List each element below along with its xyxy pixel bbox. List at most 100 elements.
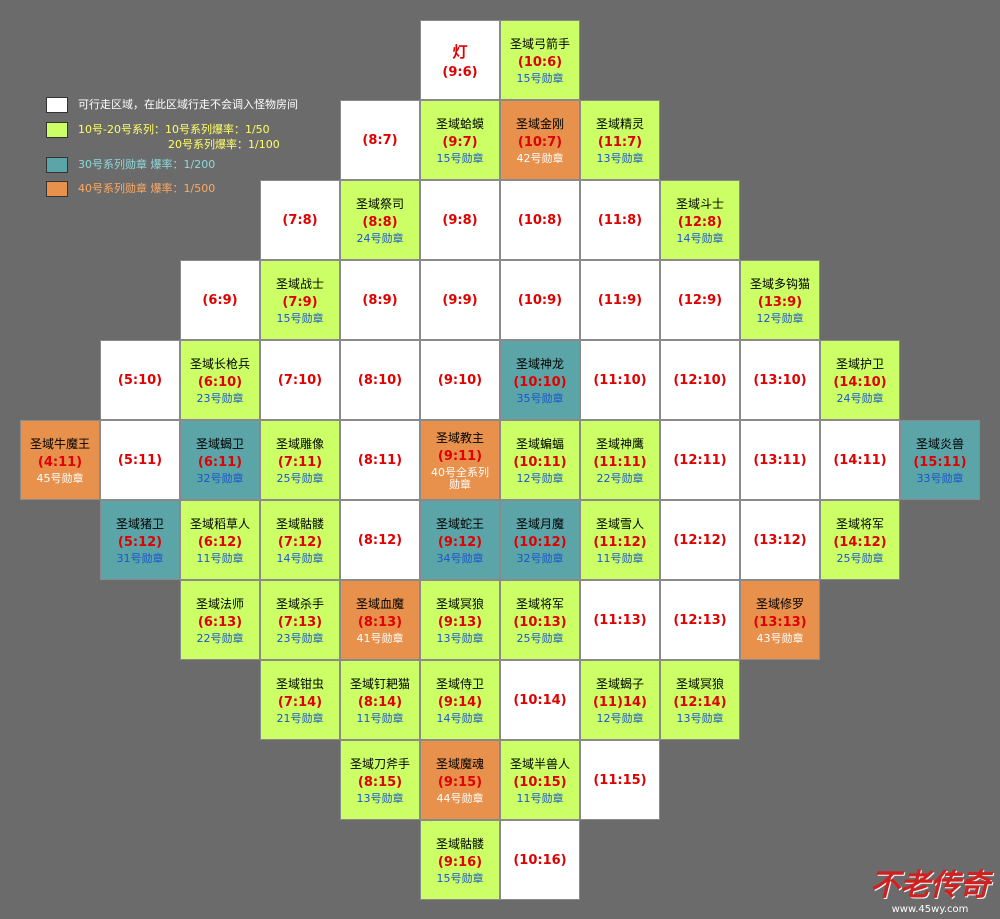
map-cell: 圣域猪卫 (5:12) 31号勋章 — [100, 500, 180, 580]
cell-coord: (10:12) — [513, 535, 567, 550]
map-cell: (12:13) — [660, 580, 740, 660]
cell-name: 圣域将军 — [835, 517, 884, 531]
cell-coord: (9:13) — [437, 615, 483, 630]
cell-coord: (8:9) — [362, 292, 398, 308]
logo-title: 不老传奇 — [870, 868, 990, 903]
cell-coord: (10:15) — [513, 775, 567, 790]
map-cell: 圣域蝎子 (11)14) 12号勋章 — [580, 660, 660, 740]
cell-medal: 31号勋章 — [116, 552, 164, 565]
map-cell: (10:8) — [500, 180, 580, 260]
cell-coord: (12:14) — [673, 695, 727, 710]
cell-name: 圣域护卫 — [835, 357, 884, 371]
map-cell: (10:14) — [500, 660, 580, 740]
legend-label: 30号系列勋章 爆率：1/200 — [78, 158, 216, 171]
cell-name: 圣域蛇王 — [435, 517, 484, 531]
map-cell: 圣域钉耙猫 (8:14) 11号勋章 — [340, 660, 420, 740]
cell-coord: (4:11) — [37, 455, 83, 470]
cell-medal: 25号勋章 — [516, 632, 564, 645]
map-cell: (14:11) — [820, 420, 900, 500]
cell-name: 灯 — [452, 42, 468, 61]
legend-label: 40号系列勋章 爆率：1/500 — [78, 182, 216, 195]
cell-coord: (10:14) — [513, 692, 567, 708]
cell-coord: (11:9) — [597, 292, 643, 308]
cell-medal: 25号勋章 — [276, 472, 324, 485]
cell-coord: (7:8) — [282, 212, 318, 228]
cell-coord: (12:8) — [677, 215, 723, 230]
legend-item: 10号-20号系列：10号系列爆率：1/50 20号系列爆率：1/100 — [46, 122, 280, 152]
cell-name: 圣域稻草人 — [189, 517, 250, 531]
map-cell: 圣域斗士 (12:8) 14号勋章 — [660, 180, 740, 260]
cell-name: 圣域钉耙猫 — [349, 677, 410, 691]
cell-coord: (13:10) — [753, 372, 807, 388]
map-cell: 圣域骷髅 (7:12) 14号勋章 — [260, 500, 340, 580]
cell-coord: (8:11) — [357, 452, 403, 468]
map-cell: 圣域杀手 (7:13) 23号勋章 — [260, 580, 340, 660]
cell-medal: 13号勋章 — [356, 792, 404, 805]
cell-coord: (10:8) — [517, 212, 563, 228]
cell-medal: 33号勋章 — [916, 472, 964, 485]
cell-name: 圣域冥狼 — [435, 597, 484, 611]
cell-coord: (14:11) — [833, 452, 887, 468]
cell-medal: 25号勋章 — [836, 552, 884, 565]
map-cell: (12:12) — [660, 500, 740, 580]
map-cell: (6:9) — [180, 260, 260, 340]
map-cell: 圣域法师 (6:13) 22号勋章 — [180, 580, 260, 660]
cell-medal: 41号勋章 — [356, 632, 404, 645]
cell-name: 圣域教主 — [435, 431, 484, 445]
map-cell: 圣域长枪兵 (6:10) 23号勋章 — [180, 340, 260, 420]
cell-medal: 12号勋章 — [756, 312, 804, 325]
map-cell: (8:12) — [340, 500, 420, 580]
map-cell: 圣域将军 (10:13) 25号勋章 — [500, 580, 580, 660]
cell-medal: 13号勋章 — [676, 712, 724, 725]
map-cell: 灯 (9:6) — [420, 20, 500, 100]
map-cell: (5:10) — [100, 340, 180, 420]
cell-coord: (10:16) — [513, 852, 567, 868]
cell-coord: (10:13) — [513, 615, 567, 630]
cell-medal: 13号勋章 — [596, 152, 644, 165]
map-cell: (10:9) — [500, 260, 580, 340]
map-cell: 圣域修罗 (13:13) 43号勋章 — [740, 580, 820, 660]
map-cell: 圣域战士 (7:9) 15号勋章 — [260, 260, 340, 340]
legend-text: 30号系列勋章 爆率：1/200 — [78, 157, 215, 172]
cell-name: 圣域祭司 — [355, 197, 404, 211]
legend-swatch — [46, 181, 68, 197]
cell-coord: (9:16) — [437, 855, 483, 870]
cell-medal: 40号全系列勋章 — [431, 466, 489, 491]
map-cell: 圣域半兽人 (10:15) 11号勋章 — [500, 740, 580, 820]
legend-label: 10号-20号系列：10号系列爆率：1/50 — [78, 123, 270, 136]
cell-name: 圣域牛魔王 — [29, 437, 90, 451]
map-cell: 圣域蝙蝠 (10:11) 12号勋章 — [500, 420, 580, 500]
cell-coord: (10:11) — [513, 455, 567, 470]
map-cell: 圣域刀斧手 (8:15) 13号勋章 — [340, 740, 420, 820]
cell-name: 圣域血魔 — [355, 597, 404, 611]
cell-name: 圣域神龙 — [515, 357, 564, 371]
map-cell: (13:10) — [740, 340, 820, 420]
cell-medal: 23号勋章 — [196, 392, 244, 405]
map-cell: 圣域钳虫 (7:14) 21号勋章 — [260, 660, 340, 740]
map-cell: 圣域精灵 (11:7) 13号勋章 — [580, 100, 660, 180]
cell-coord: (11:7) — [597, 135, 643, 150]
legend-item: 40号系列勋章 爆率：1/500 — [46, 181, 215, 197]
map-cell: (12:11) — [660, 420, 740, 500]
legend-swatch — [46, 157, 68, 173]
map-cell: (8:10) — [340, 340, 420, 420]
cell-coord: (13:11) — [753, 452, 807, 468]
cell-coord: (12:12) — [673, 532, 727, 548]
map-cell: (7:10) — [260, 340, 340, 420]
cell-medal: 14号勋章 — [676, 232, 724, 245]
map-cell: 圣域冥狼 (9:13) 13号勋章 — [420, 580, 500, 660]
cell-coord: (7:14) — [277, 695, 323, 710]
legend-item: 可行走区域，在此区域行走不会调入怪物房间 — [46, 97, 298, 113]
map-cell: 圣域冥狼 (12:14) 13号勋章 — [660, 660, 740, 740]
cell-name: 圣域半兽人 — [509, 757, 570, 771]
cell-medal: 15号勋章 — [276, 312, 324, 325]
cell-coord: (7:10) — [277, 372, 323, 388]
cell-medal: 11号勋章 — [356, 712, 404, 725]
cell-coord: (6:12) — [197, 535, 243, 550]
cell-name: 圣域魔魂 — [435, 757, 484, 771]
cell-coord: (12:10) — [673, 372, 727, 388]
map-cell: 圣域祭司 (8:8) 24号勋章 — [340, 180, 420, 260]
cell-medal: 14号勋章 — [276, 552, 324, 565]
map-cell: 圣域稻草人 (6:12) 11号勋章 — [180, 500, 260, 580]
map-cell: 圣域护卫 (14:10) 24号勋章 — [820, 340, 900, 420]
